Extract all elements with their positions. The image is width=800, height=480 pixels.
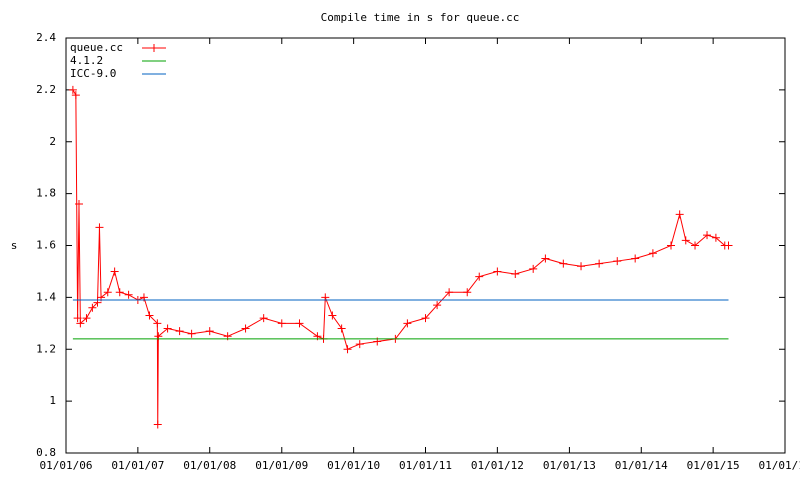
- point-marker: [691, 241, 700, 250]
- point-marker: [675, 210, 684, 219]
- point-marker: [175, 327, 184, 336]
- x-tick-label: 01/01/16: [759, 459, 800, 472]
- legend-marker: [150, 44, 158, 52]
- point-marker: [577, 262, 586, 271]
- point-marker: [328, 311, 337, 320]
- point-marker: [613, 257, 622, 266]
- point-marker: [463, 288, 472, 297]
- x-tick-label: 01/01/13: [543, 459, 596, 472]
- y-tick-label: 1: [49, 394, 56, 407]
- point-marker: [343, 345, 352, 354]
- point-marker: [559, 259, 568, 268]
- point-marker: [205, 327, 214, 336]
- point-marker: [115, 288, 124, 297]
- x-tick-label: 01/01/08: [183, 459, 236, 472]
- point-marker: [145, 311, 154, 320]
- point-marker: [71, 91, 80, 100]
- point-marker: [153, 420, 162, 429]
- y-tick-label: 1.4: [36, 290, 56, 303]
- point-marker: [667, 241, 676, 250]
- plot-frame: [65, 37, 786, 454]
- point-marker: [433, 301, 442, 310]
- point-marker: [295, 319, 304, 328]
- point-marker: [68, 85, 77, 94]
- legend-label: 4.1.2: [70, 54, 103, 67]
- point-marker: [421, 314, 430, 323]
- y-tick-label: 0.8: [36, 446, 56, 459]
- y-tick-label: 1.2: [36, 342, 56, 355]
- point-marker: [187, 329, 196, 338]
- point-marker: [163, 324, 172, 333]
- point-marker: [355, 340, 364, 349]
- point-marker: [511, 270, 520, 279]
- point-marker: [541, 254, 550, 263]
- point-marker: [403, 319, 412, 328]
- point-marker: [445, 288, 454, 297]
- x-tick-label: 01/01/06: [40, 459, 93, 472]
- point-marker: [74, 200, 83, 208]
- point-marker: [241, 324, 250, 333]
- point-marker: [595, 259, 604, 268]
- y-tick-label: 1.8: [36, 187, 56, 200]
- y-tick-label: 2: [49, 135, 56, 148]
- point-marker: [124, 290, 133, 299]
- x-tick-label: 01/01/11: [399, 459, 452, 472]
- x-tick-label: 01/01/12: [471, 459, 524, 472]
- chart-title: Compile time in s for queue.cc: [321, 11, 520, 24]
- point-marker: [703, 231, 712, 240]
- point-marker: [724, 241, 733, 250]
- x-tick-label: 01/01/07: [111, 459, 164, 472]
- point-marker: [529, 264, 538, 273]
- y-tick-label: 2.2: [36, 83, 56, 96]
- x-tick-label: 01/01/09: [255, 459, 308, 472]
- point-marker: [103, 288, 112, 297]
- x-tick-label: 01/01/10: [327, 459, 380, 472]
- y-tick-label: 2.4: [36, 31, 56, 44]
- point-marker: [95, 223, 104, 232]
- point-marker: [711, 233, 720, 242]
- legend-label: ICC-9.0: [70, 67, 116, 80]
- y-axis-label: s: [11, 239, 18, 252]
- point-marker: [337, 324, 346, 333]
- point-marker: [259, 314, 268, 323]
- point-marker: [631, 254, 640, 263]
- point-marker: [153, 319, 162, 328]
- point-marker: [76, 319, 85, 328]
- x-tick-label: 01/01/14: [615, 459, 668, 472]
- point-marker: [475, 272, 484, 281]
- point-marker: [88, 303, 97, 312]
- point-marker: [73, 314, 82, 323]
- x-tick-label: 01/01/15: [687, 459, 740, 472]
- point-marker: [681, 236, 690, 245]
- series-line: [72, 89, 729, 425]
- point-marker: [493, 267, 502, 276]
- point-marker: [277, 319, 286, 328]
- point-marker: [82, 314, 91, 323]
- point-marker: [648, 249, 657, 258]
- point-marker: [110, 267, 119, 276]
- legend-label: queue.cc: [70, 41, 123, 54]
- y-tick-label: 1.6: [36, 239, 56, 252]
